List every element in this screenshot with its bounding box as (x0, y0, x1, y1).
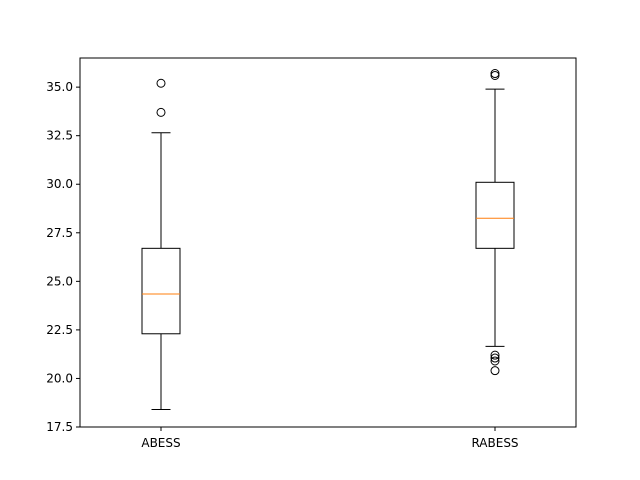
box-group-rabess (475, 69, 515, 376)
outlier-point (156, 78, 166, 88)
y-tick-label: 27.5 (46, 226, 73, 240)
outlier-point (490, 69, 500, 79)
outlier-point (490, 353, 500, 363)
y-tick-label: 25.0 (46, 274, 73, 288)
y-tick-label: 32.5 (46, 129, 73, 143)
outlier-point (156, 107, 166, 117)
y-tick-label: 35.0 (46, 80, 73, 94)
outlier-point (490, 356, 500, 366)
plot-area (80, 58, 576, 427)
y-tick-label: 30.0 (46, 177, 73, 191)
outlier-point (490, 350, 500, 360)
iqr-box (475, 181, 515, 249)
y-tick-label: 17.5 (46, 420, 73, 434)
y-axis: 17.5 20.0 22.5 25.0 27.5 30.0 32.5 35.0 (46, 80, 80, 434)
plot-frame (79, 57, 577, 428)
x-axis: ABESS RABESS (141, 427, 519, 450)
y-tick-label: 20.0 (46, 371, 73, 385)
chart-marks (141, 69, 515, 411)
outlier-point (490, 366, 500, 376)
y-tick-label: 22.5 (46, 323, 73, 337)
x-tick-label: RABESS (471, 436, 518, 450)
iqr-box (141, 247, 181, 335)
box-group-abess (141, 78, 181, 411)
x-tick-label: ABESS (141, 436, 180, 450)
